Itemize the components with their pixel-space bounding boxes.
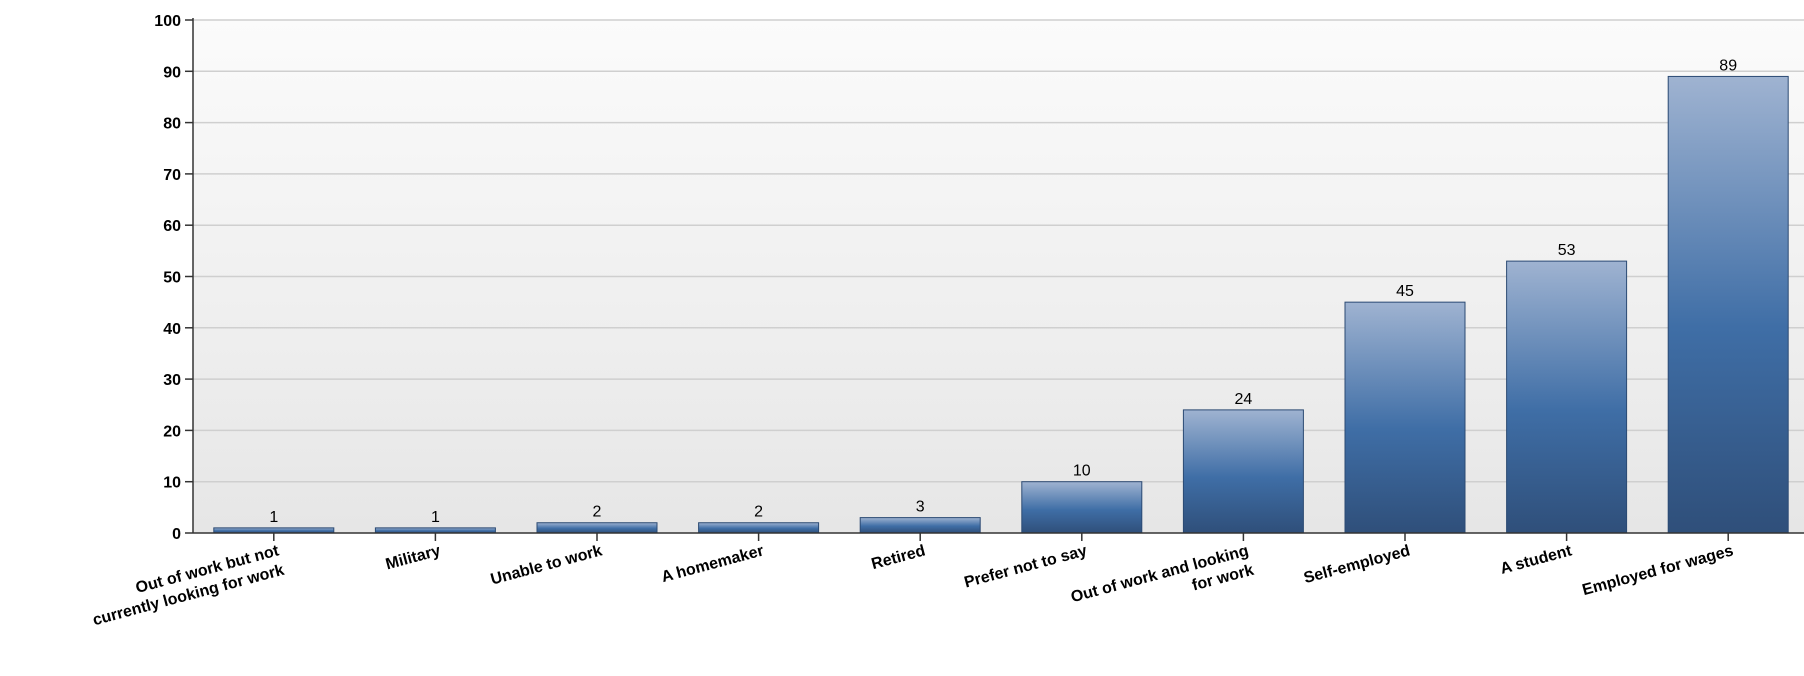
x-tick-label: A homemaker bbox=[660, 542, 766, 586]
bar bbox=[1667, 75, 1789, 534]
x-tick-label-line: A homemaker bbox=[660, 542, 766, 586]
x-tick-label-line: Self-employed bbox=[1302, 542, 1412, 587]
grid-lines bbox=[193, 19, 1804, 483]
y-tick-label: 70 bbox=[163, 167, 181, 184]
bar bbox=[1021, 481, 1143, 534]
y-tick-label: 0 bbox=[172, 526, 181, 543]
data-label: 2 bbox=[593, 504, 602, 521]
x-tick-label-line: A student bbox=[1499, 542, 1575, 578]
y-tick-label: 40 bbox=[163, 321, 181, 338]
x-tick-label: Prefer not to say bbox=[962, 542, 1088, 591]
x-tick-label: Retired bbox=[870, 542, 928, 573]
y-tick-label: 20 bbox=[163, 423, 181, 440]
x-tick-label: Employed for wages bbox=[1581, 542, 1736, 599]
y-tick-label: 50 bbox=[163, 270, 181, 287]
x-tick-label-line: Prefer not to say bbox=[962, 542, 1088, 591]
x-tick-label: Military bbox=[384, 542, 443, 573]
x-tick-label-line: Employed for wages bbox=[1581, 542, 1736, 599]
bar bbox=[536, 522, 658, 534]
bar bbox=[1182, 409, 1304, 534]
data-label: 1 bbox=[269, 509, 278, 526]
data-label: 24 bbox=[1235, 391, 1253, 408]
y-tick-label: 10 bbox=[163, 475, 181, 492]
y-tick-label: 80 bbox=[163, 116, 181, 133]
data-label: 10 bbox=[1073, 463, 1091, 480]
x-tick-label: A student bbox=[1499, 542, 1575, 578]
bar bbox=[1344, 301, 1466, 534]
x-tick-label-line: Military bbox=[384, 542, 443, 573]
data-label: 3 bbox=[916, 499, 925, 516]
data-label: 1 bbox=[431, 509, 440, 526]
data-label: 45 bbox=[1396, 283, 1414, 300]
x-tick-label: Self-employed bbox=[1302, 542, 1412, 587]
data-label: 53 bbox=[1558, 242, 1576, 259]
x-tick-label-line: Retired bbox=[870, 542, 928, 573]
x-tick-label: Out of work and lookingfor work bbox=[1069, 542, 1256, 625]
x-tick-label: Out of work but notcurrently looking for… bbox=[86, 542, 287, 629]
y-tick-label: 30 bbox=[163, 372, 181, 389]
data-label: 89 bbox=[1719, 57, 1737, 74]
y-tick-label: 90 bbox=[163, 64, 181, 81]
bar bbox=[859, 517, 981, 534]
x-tick-label-line: Unable to work bbox=[489, 542, 604, 588]
bar bbox=[1506, 260, 1628, 534]
x-tick-label: Unable to work bbox=[489, 542, 604, 588]
data-label: 2 bbox=[754, 504, 763, 521]
y-tick-label: 100 bbox=[154, 13, 181, 30]
bar bbox=[213, 527, 335, 534]
bar bbox=[374, 527, 496, 534]
bar bbox=[698, 522, 820, 534]
axes bbox=[185, 18, 1804, 541]
y-tick-label: 60 bbox=[163, 218, 181, 235]
bars bbox=[213, 75, 1789, 534]
